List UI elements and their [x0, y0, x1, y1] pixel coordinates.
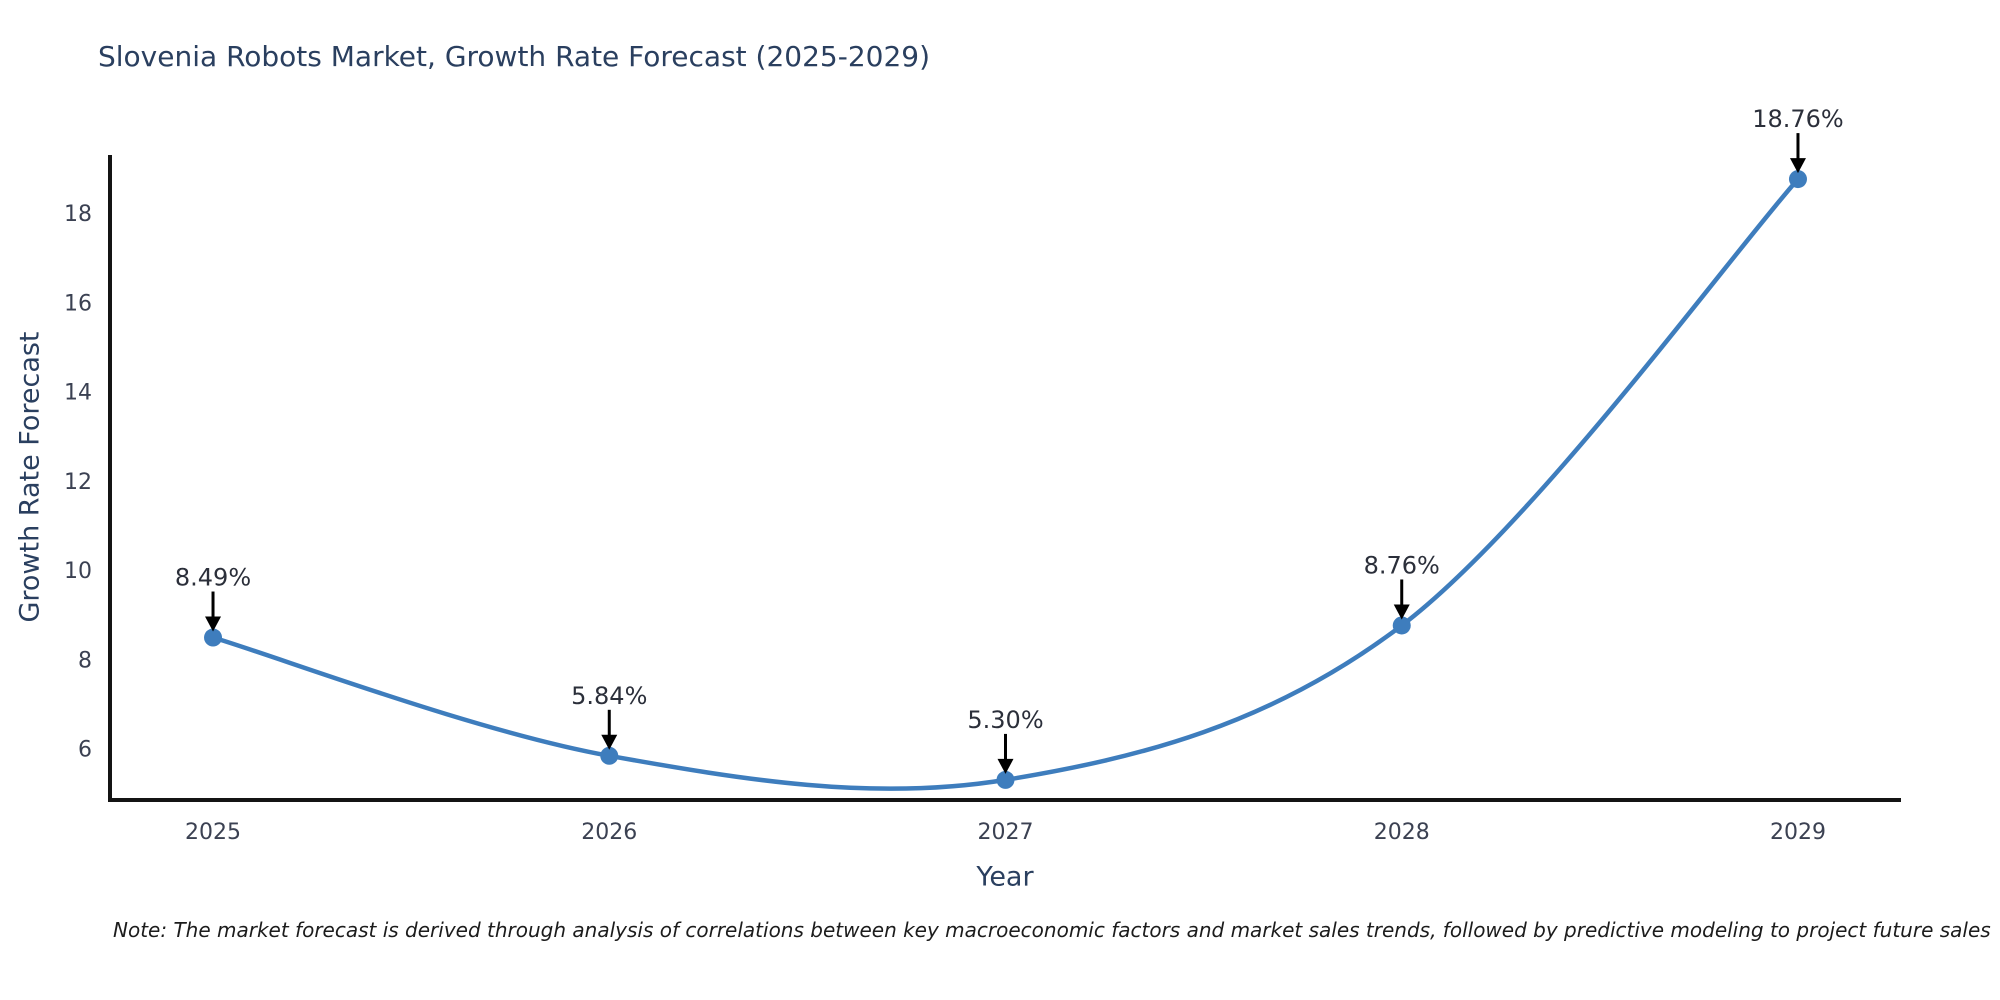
data-point-marker [1788, 170, 1807, 189]
x-tick-label: 2025 [185, 820, 241, 845]
data-point-label: 5.30% [967, 706, 1043, 734]
data-point-marker [600, 746, 619, 765]
y-tick-label: 14 [64, 381, 92, 406]
annotation-arrowhead-icon [997, 758, 1014, 774]
annotation-arrowhead-icon [205, 616, 222, 632]
x-tick-label: 2026 [581, 820, 637, 845]
y-tick-label: 18 [64, 202, 92, 227]
data-point-label: 8.76% [1364, 551, 1440, 579]
annotation-arrowhead-icon [601, 734, 618, 750]
y-axis-title: Growth Rate Forecast [14, 331, 46, 623]
chart-title: Slovenia Robots Market, Growth Rate Fore… [98, 40, 931, 73]
data-point-label: 18.76% [1752, 105, 1844, 133]
x-tick-label: 2029 [1770, 820, 1826, 845]
data-point-marker [996, 770, 1015, 789]
annotation-arrowhead-icon [1789, 158, 1806, 174]
x-axis-title: Year [976, 861, 1034, 893]
forecast-line [210, 176, 1801, 792]
data-point-label: 8.49% [175, 564, 251, 592]
y-tick-label: 16 [64, 291, 92, 316]
y-tick-label: 12 [64, 470, 92, 495]
annotation-arrowhead-icon [1393, 604, 1410, 620]
y-tick-label: 6 [78, 738, 92, 763]
data-point-label: 5.84% [571, 682, 647, 710]
y-tick-label: 10 [64, 559, 92, 584]
x-tick-label: 2027 [978, 820, 1034, 845]
y-tick-label: 8 [78, 648, 92, 673]
footnote: Note: The market forecast is derived thr… [113, 918, 1991, 942]
data-point-marker [1392, 616, 1411, 635]
x-tick-label: 2028 [1374, 820, 1430, 845]
data-point-marker [204, 628, 223, 647]
